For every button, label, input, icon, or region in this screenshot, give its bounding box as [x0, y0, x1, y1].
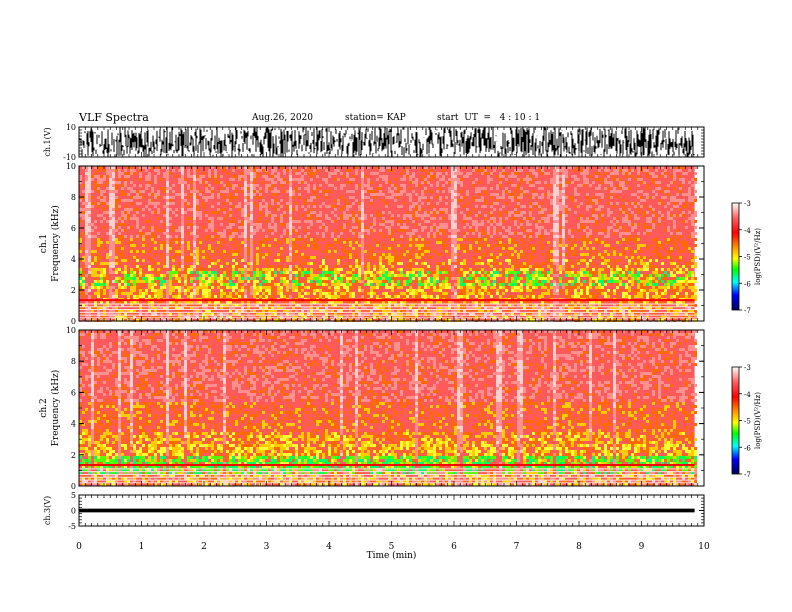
- ch2-spectrogram-channel-label: ch.2: [39, 398, 49, 417]
- ch3-waveform-ylabel: ch.3(V): [43, 496, 52, 525]
- x-tick-label: 6: [451, 542, 457, 552]
- ch1-spectrogram-ytick-label: 10: [66, 162, 76, 171]
- x-tick-label: 4: [326, 542, 332, 552]
- ch2-spectrogram-colorbar-label: log(PSD)(V²/Hz): [754, 392, 762, 449]
- ch1-waveform-ytick-label: 10: [66, 123, 76, 132]
- date-label: Aug.26, 2020: [252, 113, 313, 123]
- ch3-waveform-ytick-label: 0: [71, 507, 76, 516]
- x-tick-label: 10: [698, 542, 710, 552]
- ch3-waveform-ytick-label: -5: [68, 522, 76, 531]
- ch2-spectrogram-ytick-label: 10: [66, 326, 76, 335]
- start-time-label: start UT = 4 : 10 : 1: [437, 113, 541, 123]
- ch2-spectrogram-colorbar-tick-label: -7: [744, 471, 751, 479]
- x-tick-label: 0: [76, 542, 82, 552]
- station-label: station= KAP: [345, 113, 406, 123]
- x-axis-label: Time (min): [367, 550, 417, 561]
- ch1-spectrogram-colorbar-tick-label: -5: [744, 254, 751, 262]
- ch3-waveform-ytick-label: 5: [71, 491, 76, 500]
- ch2-spectrogram-colorbar-tick-label: -6: [744, 444, 751, 452]
- ch1-waveform-trace: [78, 127, 695, 157]
- ch1-spectrogram-image: [79, 166, 697, 322]
- ch1-waveform-ylabel: ch.1(V): [43, 127, 52, 156]
- ch3-trace: [79, 508, 695, 513]
- ch2-spectrogram-colorbar-tick-label: -4: [744, 391, 751, 399]
- ch2-spectrogram-image: [79, 330, 697, 486]
- ch1-spectrogram-colorbar-tick-label: -7: [744, 307, 751, 315]
- ch2-spectrogram-ytick-label: 0: [71, 482, 76, 491]
- x-tick-label: 7: [514, 542, 520, 552]
- ch2-spectrogram-ytick-label: 8: [71, 357, 76, 366]
- ch2-spectrogram-colorbar-tick-label: -3: [744, 364, 751, 372]
- x-tick-label: 9: [639, 542, 645, 552]
- ch2-spectrogram-ylabel: Frequency (kHz): [50, 370, 61, 447]
- x-tick-label: 5: [389, 542, 395, 552]
- ch1-spectrogram-ytick-label: 4: [71, 255, 76, 264]
- ch1-spectrogram-ytick-label: 8: [71, 193, 76, 202]
- ch1-spectrogram-channel-label: ch.1: [39, 234, 49, 253]
- ch1-spectrogram-colorbar: [731, 202, 740, 311]
- x-tick-label: 1: [139, 542, 145, 552]
- ch1-spectrogram-ytick-label: 2: [71, 286, 76, 295]
- ch2-spectrogram-ytick-label: 6: [71, 388, 76, 397]
- chart-title: VLF Spectra: [79, 111, 149, 124]
- ch1-spectrogram-colorbar-label: log(PSD)(V²/Hz): [754, 228, 762, 285]
- ch1-spectrogram-colorbar-tick-label: -4: [744, 227, 751, 235]
- x-tick-label: 8: [576, 542, 582, 552]
- ch2-spectrogram-colorbar-tick-label: -5: [744, 418, 751, 426]
- ch2-spectrogram-colorbar: [731, 366, 740, 475]
- ch2-spectrogram-ytick-label: 4: [71, 420, 76, 429]
- ch1-spectrogram-ylabel: Frequency (kHz): [50, 205, 61, 282]
- ch1-spectrogram-ytick-label: 0: [71, 317, 76, 326]
- ch1-spectrogram-colorbar-tick-label: -6: [744, 280, 751, 288]
- ch2-spectrogram-ytick-label: 2: [71, 451, 76, 460]
- ch1-spectrogram-ytick-label: 6: [71, 224, 76, 233]
- x-tick-label: 3: [264, 542, 270, 552]
- x-tick-label: 2: [201, 542, 207, 552]
- ch1-spectrogram-colorbar-tick-label: -3: [744, 200, 751, 208]
- ch1-waveform-ytick-label: -10: [63, 153, 76, 162]
